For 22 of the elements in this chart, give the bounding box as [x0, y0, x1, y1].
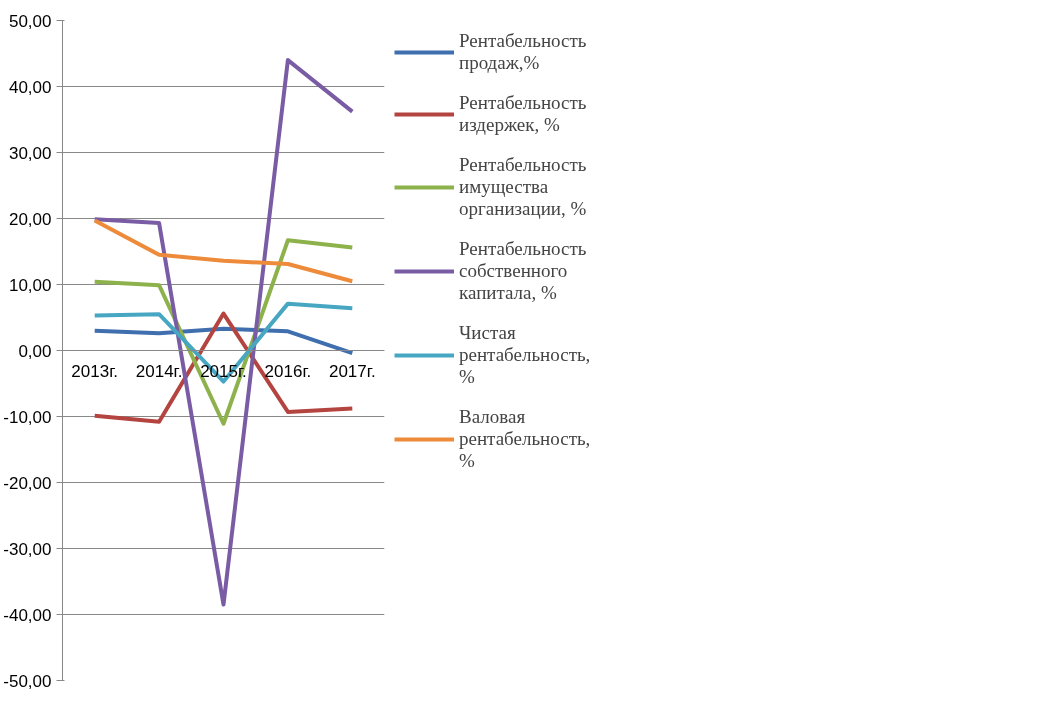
y-tick-label: -40,00	[3, 605, 52, 625]
y-tick-label: -50,00	[3, 671, 52, 691]
y-tick-label: -20,00	[3, 473, 52, 493]
x-tick-label: 2017г.	[328, 361, 376, 381]
legend-label: Рентабельность издержек, %	[459, 92, 587, 136]
y-tick-label: -10,00	[3, 407, 52, 427]
legend-label: Рентабельность имущества организации, %	[459, 154, 587, 220]
x-tick-label: 2013г.	[71, 361, 119, 381]
line-series	[92, 218, 355, 284]
legend-label: Рентабельность собственного капитала, %	[459, 238, 587, 304]
y-tick-label: -30,00	[3, 539, 52, 559]
legend-label: Рентабельность продаж,%	[459, 30, 587, 74]
y-tick-label: 50,00	[8, 11, 52, 31]
x-tick-label: 2016г.	[264, 361, 312, 381]
legend-label: Валовая рентабельность, %	[459, 406, 591, 472]
y-tick-label: 10,00	[8, 275, 52, 295]
y-tick-label: 0,00	[18, 341, 52, 361]
y-tick-label: 20,00	[8, 209, 52, 229]
x-tick-label: 2014г.	[135, 361, 183, 381]
legend-label: Чистая рентабельность, %	[459, 322, 591, 388]
y-tick-label: 30,00	[8, 143, 52, 163]
y-tick-label: 40,00	[8, 77, 52, 97]
